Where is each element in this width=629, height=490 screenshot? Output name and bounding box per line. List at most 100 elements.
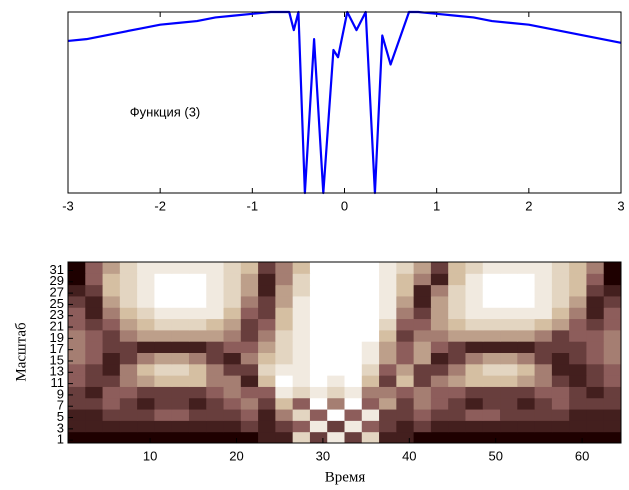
heatmap-cell <box>448 262 466 274</box>
heatmap-cell <box>240 273 259 286</box>
heatmap-cell <box>309 273 328 286</box>
heatmap-cell <box>517 397 536 410</box>
heatmap-cell <box>223 284 242 297</box>
heatmap-cell <box>517 284 536 297</box>
heatmap-cell <box>534 397 553 410</box>
heatmap-cell <box>240 386 259 399</box>
heatmap-cell <box>413 284 432 297</box>
heatmap-cell <box>206 375 225 387</box>
heatmap-cell <box>223 341 242 353</box>
heatmap-cell <box>586 409 605 421</box>
heatmap-cell <box>102 284 121 297</box>
heatmap-cell <box>119 375 138 387</box>
heatmap-cell <box>344 375 363 387</box>
heatmap-cell <box>206 318 225 331</box>
axes-box <box>67 11 622 194</box>
heatmap-cell <box>586 284 605 297</box>
heatmap-cell <box>465 409 484 421</box>
heatmap-cell <box>137 295 155 308</box>
heatmap-cell <box>171 329 190 342</box>
heatmap-cell <box>448 341 466 353</box>
heatmap-cell <box>309 409 328 421</box>
heatmap-cell <box>154 386 173 399</box>
heatmap-cell <box>448 284 466 297</box>
heatmap-cell <box>137 329 155 342</box>
heatmap-cell <box>517 262 536 274</box>
heatmap-cell <box>448 307 466 320</box>
heatmap-cell <box>137 363 155 376</box>
heatmap-cell <box>223 420 242 433</box>
heatmap-cell <box>171 431 190 444</box>
heatmap-cell <box>500 363 518 376</box>
heatmap-cell <box>396 375 415 387</box>
heatmap-cell <box>206 262 225 274</box>
heatmap-cell <box>223 397 242 410</box>
heatmap-cell <box>465 262 484 274</box>
heatmap-cell <box>223 352 242 365</box>
heatmap-cell <box>396 273 415 286</box>
heatmap-cell <box>119 284 138 297</box>
heatmap-cell <box>171 375 190 387</box>
heatmap-cell <box>102 341 121 353</box>
heatmap-cell <box>413 262 432 274</box>
heatmap-cell <box>569 273 587 286</box>
heatmap-cell <box>171 341 190 353</box>
heatmap-cell <box>206 341 225 353</box>
heatmap-cell <box>154 409 173 421</box>
heatmap-cell <box>413 341 432 353</box>
heatmap-cell <box>240 262 259 274</box>
heatmap-cell <box>586 397 605 410</box>
heatmap-cell <box>85 431 104 444</box>
heatmap-cell <box>85 307 104 320</box>
heatmap-cell <box>361 397 380 410</box>
heatmap-cell <box>292 307 311 320</box>
heatmap-cell <box>154 273 173 286</box>
heatmap-cell <box>188 431 207 444</box>
heatmap-cell <box>361 352 380 365</box>
heatmap-cell <box>68 318 86 331</box>
heatmap-cell <box>379 329 397 342</box>
heatmap-cell <box>379 273 397 286</box>
heatmap-cell <box>188 307 207 320</box>
heatmap-cell <box>119 363 138 376</box>
heatmap-cell <box>171 420 190 433</box>
heatmap-cell <box>569 420 587 433</box>
heatmap-cell <box>551 431 570 444</box>
heatmap-cell <box>188 284 207 297</box>
heatmap-cell <box>68 284 86 297</box>
heatmap-cell <box>551 352 570 365</box>
heatmap-cell <box>586 273 605 286</box>
heatmap-cell <box>569 307 587 320</box>
heatmap-cell <box>396 284 415 297</box>
heatmap-cell <box>430 386 449 399</box>
heatmap-cell <box>223 273 242 286</box>
heatmap-cell <box>430 375 449 387</box>
heatmap-cell <box>275 420 294 433</box>
heatmap-cell <box>500 420 518 433</box>
heatmap-cell <box>500 307 518 320</box>
heatmap-cell <box>137 375 155 387</box>
heatmap-cell <box>275 329 294 342</box>
y-tick-label: 15 <box>50 352 64 367</box>
heatmap-cell <box>448 329 466 342</box>
heatmap-cell <box>379 375 397 387</box>
heatmap-cell <box>275 295 294 308</box>
y-axis-label: Масштаб <box>13 322 29 382</box>
heatmap-cell <box>102 329 121 342</box>
heatmap-cell <box>413 352 432 365</box>
heatmap-cell <box>482 420 501 433</box>
heatmap-cell <box>430 273 449 286</box>
heatmap-cell <box>102 352 121 365</box>
heatmap-cell <box>551 397 570 410</box>
heatmap-cell <box>171 397 190 410</box>
heatmap-cell <box>534 307 553 320</box>
heatmap-cell <box>413 409 432 421</box>
annotation: Функция (3) <box>130 104 201 119</box>
heatmap-cell <box>292 318 311 331</box>
heatmap-cell <box>430 329 449 342</box>
heatmap-cell <box>154 262 173 274</box>
heatmap-cell <box>517 295 536 308</box>
heatmap-cell <box>137 352 155 365</box>
heatmap-cell <box>603 295 622 308</box>
heatmap-cell <box>85 352 104 365</box>
